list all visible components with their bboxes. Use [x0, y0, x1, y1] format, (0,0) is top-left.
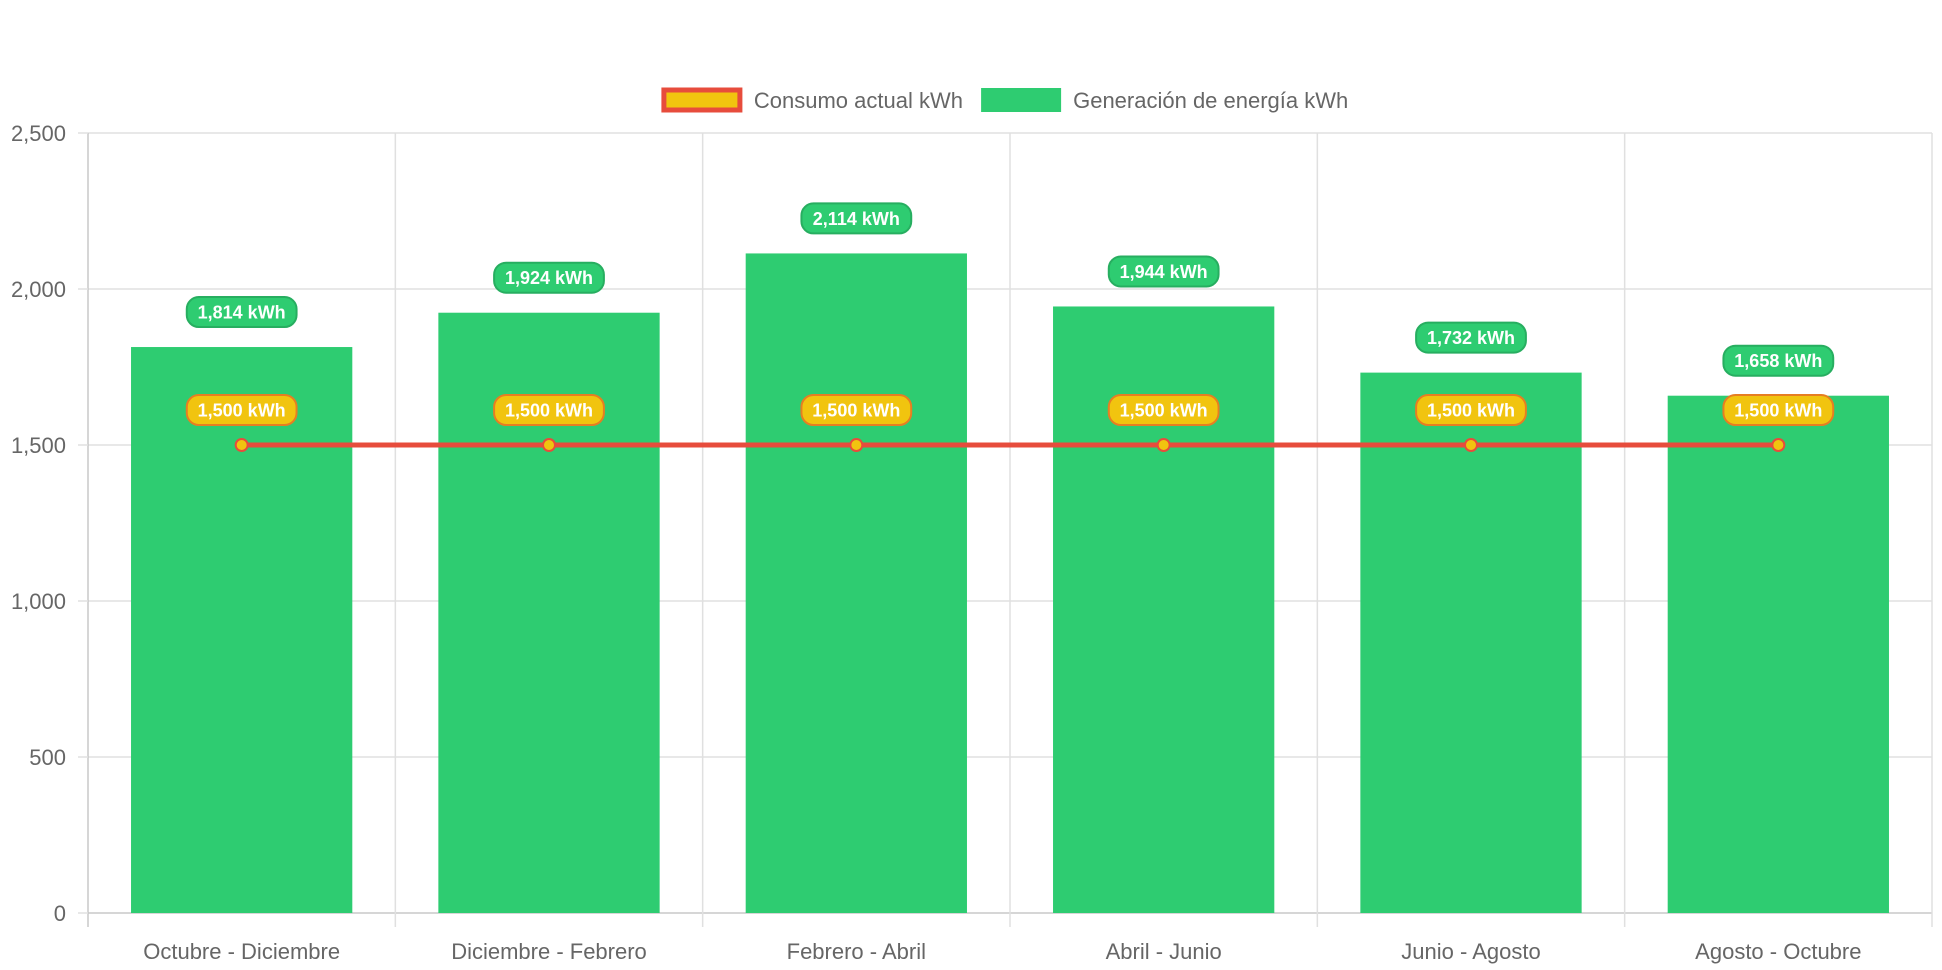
data-labels: 1,814 kWh 1,924 kWh 2,114 kWh 1,944 kWh 1,73…: [185, 202, 1835, 426]
x-tick-label: Abril - Junio: [1106, 939, 1222, 964]
legend-label: Consumo actual kWh: [754, 88, 963, 113]
bar-data-label-bg: [493, 261, 605, 294]
y-tick-label: 500: [29, 745, 66, 770]
bar-data-label-text: 1,924 kWh: [505, 268, 593, 288]
bar-generacion[interactable]: [1360, 372, 1582, 914]
line-consumo: [234, 438, 1786, 452]
bar-data-label: 2,114 kWh: [800, 202, 913, 235]
legend-swatch-generacion: [981, 88, 1062, 112]
line-data-label: 1,500 kWh: [800, 394, 913, 426]
line-data-label-bg: [1415, 394, 1527, 426]
bar-data-label-bg: [1415, 321, 1527, 354]
bar-data-label: 1,924 kWh: [493, 261, 605, 294]
bar-data-label-text: 1,658 kWh: [1734, 351, 1822, 371]
bar-data-label-text: 2,114 kWh: [813, 209, 900, 229]
line-point-consumo[interactable]: [234, 438, 249, 452]
y-tick-label: 2,500: [11, 121, 66, 146]
grid-lines: [87, 132, 1933, 927]
legend: Consumo actual kWh Generación de energía …: [661, 87, 1348, 113]
legend-item[interactable]: Consumo actual kWh: [661, 87, 963, 113]
line-data-label: 1,500 kWh: [493, 394, 605, 426]
line-data-label-bg: [185, 394, 298, 426]
bar-data-label: 1,732 kWh: [1415, 321, 1527, 354]
bar-data-label-bg: [800, 202, 913, 235]
bar-data-label-bg: [185, 296, 298, 329]
line-data-label-text: 1,500 kWh: [812, 401, 900, 421]
line-data-label-bg: [493, 394, 605, 426]
line-data-label: 1,500 kWh: [1722, 394, 1835, 426]
bar-generacion[interactable]: [1667, 395, 1889, 914]
bar-generacion[interactable]: [131, 347, 353, 914]
bar-data-label-text: 1,814 kWh: [198, 303, 286, 323]
bar-data-label: 1,658 kWh: [1722, 344, 1835, 377]
line-data-label-text: 1,500 kWh: [505, 401, 593, 421]
line-data-label-text: 1,500 kWh: [1120, 401, 1208, 421]
bar-generacion[interactable]: [745, 253, 967, 913]
line-data-label: 1,500 kWh: [185, 394, 298, 426]
bar-data-label: 1,944 kWh: [1107, 255, 1220, 288]
line-data-label-bg: [1722, 394, 1835, 426]
y-tick-label: 2,000: [11, 277, 66, 302]
bar-data-label-text: 1,732 kWh: [1427, 328, 1515, 348]
line-data-label-bg: [1107, 394, 1220, 426]
bar-data-label-text: 1,944 kWh: [1120, 262, 1208, 282]
line-data-label-text: 1,500 kWh: [1427, 401, 1515, 421]
bar-data-label: 1,814 kWh: [185, 296, 298, 329]
y-tick-label: 1,500: [11, 433, 66, 458]
line-point-consumo[interactable]: [1464, 438, 1478, 452]
axes: 0 500 1,000 1,500 2,000 2,500 Octubre - Diciem…: [11, 121, 1862, 964]
x-tick-label: Junio - Agosto: [1401, 939, 1540, 964]
line-data-label-bg: [800, 394, 913, 426]
line-point-consumo[interactable]: [849, 438, 864, 452]
y-tick-label: 0: [54, 901, 66, 926]
x-tick-label: Febrero - Abril: [787, 939, 926, 964]
x-tick-label: Octubre - Diciembre: [143, 939, 340, 964]
x-tick-label: Agosto - Octubre: [1695, 939, 1861, 964]
y-tick-label: 1,000: [11, 589, 66, 614]
bar-data-label-bg: [1722, 344, 1835, 377]
line-data-label-text: 1,500 kWh: [198, 401, 286, 421]
legend-item[interactable]: Generación de energía kWh: [981, 88, 1348, 113]
line-data-label: 1,500 kWh: [1415, 394, 1527, 426]
legend-label: Generación de energía kWh: [1073, 88, 1348, 113]
line-point-consumo[interactable]: [542, 438, 556, 452]
line-data-label: 1,500 kWh: [1107, 394, 1220, 426]
line-data-label-text: 1,500 kWh: [1734, 401, 1822, 421]
line-point-consumo[interactable]: [1156, 438, 1171, 452]
legend-swatch-consumo: [661, 87, 743, 113]
line-point-consumo[interactable]: [1771, 438, 1786, 452]
x-tick-label: Diciembre - Febrero: [451, 939, 647, 964]
bar-data-label-bg: [1107, 255, 1220, 288]
bars-generacion: [131, 253, 1889, 914]
